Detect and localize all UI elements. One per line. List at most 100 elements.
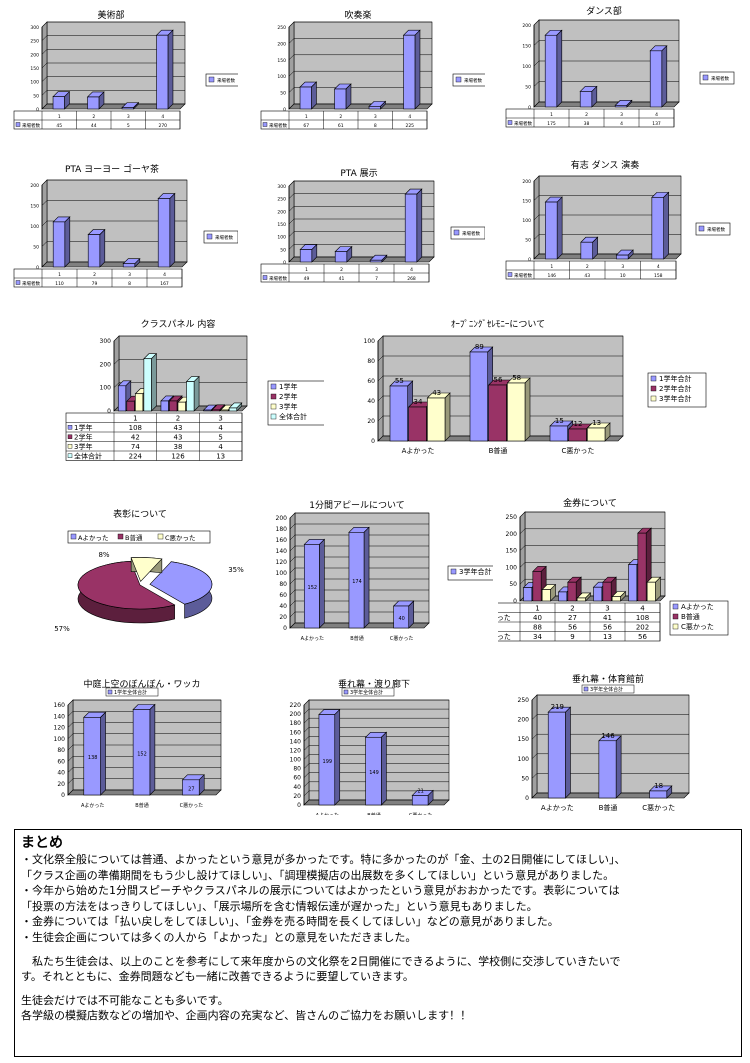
bar-front-face (649, 790, 668, 799)
legend-swatch (698, 225, 705, 232)
bar-front-face (532, 571, 542, 602)
table-cell: 108 (636, 614, 649, 622)
bar-front-face (649, 50, 663, 108)
legend-swatch (206, 233, 213, 240)
plot-side-wall (303, 699, 310, 806)
legend-label: 1学年合計 (659, 374, 691, 383)
y-tick-label: 100 (30, 224, 39, 230)
y-tick-label: 220 (290, 702, 302, 709)
table-header-cell: 1 (133, 415, 137, 423)
table-header-cell: 3 (620, 112, 623, 118)
data-label: 55 (395, 377, 404, 385)
bar-side-face (334, 708, 341, 806)
chart-title: 1分間アピールについて (309, 500, 404, 511)
y-tick-label: 50 (521, 775, 529, 782)
bar (121, 101, 140, 110)
legend (105, 687, 159, 697)
gridline (288, 70, 432, 77)
table-legend-key (67, 453, 73, 458)
bar-front-face (598, 740, 617, 799)
bar-front-face (182, 779, 200, 796)
gridline (288, 256, 434, 263)
gridline (67, 756, 221, 762)
gridline (289, 622, 429, 629)
data-table (13, 268, 183, 288)
table-header-cell: 4 (163, 272, 166, 278)
gridline (377, 435, 623, 442)
data-label: 13 (592, 419, 601, 427)
legend-label: B普通 (125, 533, 143, 542)
bar-side-face (408, 600, 415, 629)
chart-svg: 垂れ幕・体育館前 0 50 100 150 200 250 219 Aよかった 146 B普通 18 C… (518, 673, 690, 812)
y-tick-label: 20 (57, 781, 65, 788)
table-cell: 5 (218, 434, 222, 442)
legend-label: 3学年全体合計 (350, 689, 383, 696)
bar-front-face (157, 198, 171, 268)
y-tick-label: 200 (277, 209, 286, 215)
chart-panel-13: 垂れ幕・渡り廊下 0 20 40 60 80 100 120 140 160 180 200 220 19… (284, 675, 459, 815)
gridline (41, 200, 187, 206)
legend-label: C悪かった (165, 534, 196, 542)
table-legend-key (67, 425, 73, 430)
bar-front-face (122, 263, 136, 268)
data-label: 21 (417, 788, 423, 794)
table-header-cell: 2 (93, 272, 96, 278)
gridline (41, 49, 185, 55)
data-label: 138 (88, 755, 98, 761)
legend-swatch (672, 603, 679, 610)
gridline (519, 562, 665, 568)
data-table (505, 260, 677, 280)
bar (586, 422, 611, 442)
bar-front-face (541, 589, 551, 602)
bar (155, 29, 174, 110)
x-tick-label: Aよかった (81, 802, 104, 809)
legend-frame (67, 530, 211, 544)
legend-label: 3学年合計 (459, 567, 491, 576)
gridline (303, 727, 449, 733)
chart-svg: 垂れ幕・渡り廊下 0 20 40 60 80 100 120 140 160 180 200 220 19… (290, 678, 450, 815)
bar (86, 91, 105, 110)
legend-label: 3学年 (279, 402, 297, 411)
table-cell: 108 (129, 424, 142, 432)
bar-front-face (87, 234, 101, 268)
table-cell: 4 (620, 121, 623, 127)
bar-front-face (220, 409, 229, 412)
bar-front-face (389, 385, 408, 442)
bar (334, 245, 353, 263)
gridline (533, 253, 681, 260)
y-tick-label: 50 (280, 91, 286, 97)
legend-swatch (270, 383, 277, 390)
chart-svg: クラスパネル 内容 0 100 200 300 1 2 3 1学年 108 43 4 2学年 42 43 5 3… (65, 318, 324, 461)
bar-front-face (628, 564, 638, 602)
data-table (65, 412, 243, 461)
y-tick-label: 200 (506, 531, 518, 538)
legend-frame (695, 222, 731, 236)
y-tick-label: 250 (277, 197, 286, 203)
y-tick-label: 50 (280, 247, 286, 253)
table-cell: 34 (533, 633, 542, 641)
plot-side-wall (288, 21, 295, 110)
data-table (498, 602, 661, 642)
legend (699, 71, 735, 85)
y-tick-label: 100 (522, 64, 531, 70)
y-tick-label: 140 (290, 738, 302, 745)
table-cell: 43 (584, 273, 590, 279)
y-tick-label: 160 (276, 537, 288, 544)
data-table (260, 263, 430, 283)
legend-frame (203, 230, 238, 244)
gridline (303, 736, 449, 742)
data-table (505, 108, 675, 128)
chart-panel-9: 表彰について Aよかった B普通 C悪かった 35% 57% 8% (40, 505, 250, 640)
legend-label: 来場者数 (215, 234, 233, 241)
y-tick-label: 100 (290, 757, 302, 764)
legend (205, 73, 238, 87)
bar-front-face (318, 714, 336, 806)
pie-value-label: 57% (54, 625, 70, 633)
chart-title: 中庭上空のぼんぼん・ワッカ (83, 678, 200, 690)
gridline (303, 717, 449, 724)
y-tick-label: 0 (36, 265, 39, 271)
legend-swatch (450, 568, 457, 575)
y-tick-label: 60 (293, 775, 301, 782)
legend-swatch (650, 395, 657, 402)
y-tick-label: 0 (528, 257, 531, 263)
